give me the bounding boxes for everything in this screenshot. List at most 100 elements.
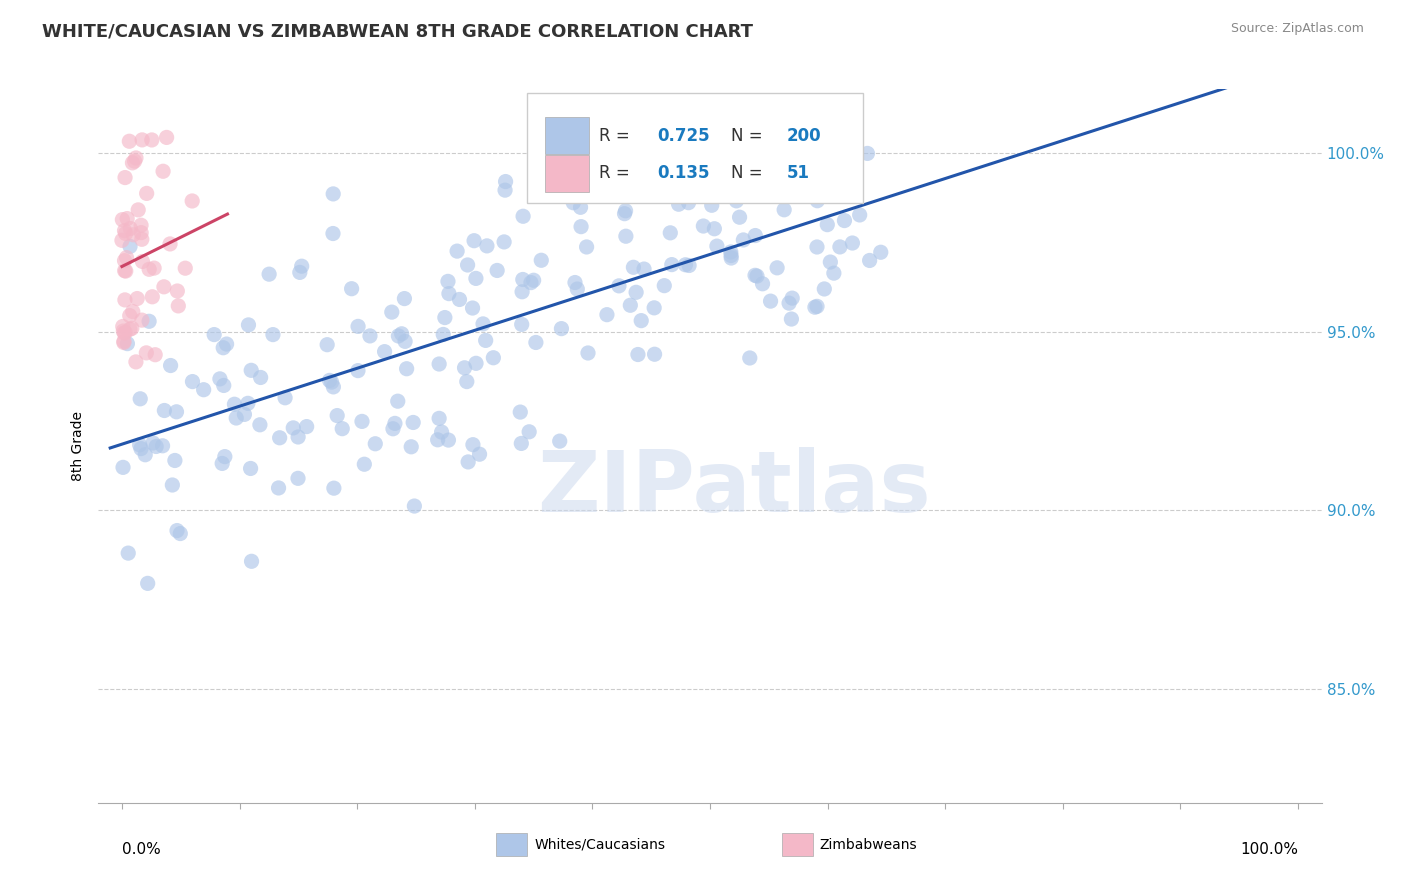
Point — [804, 300, 827, 314]
Point — [347, 319, 370, 334]
Point — [326, 409, 349, 423]
Point — [692, 219, 714, 233]
Text: 51: 51 — [787, 164, 810, 182]
Point — [127, 292, 149, 306]
Point — [457, 258, 479, 272]
Point — [347, 363, 370, 377]
Text: 0.135: 0.135 — [658, 164, 710, 182]
Point — [162, 478, 184, 492]
Point — [240, 363, 263, 377]
Point — [820, 255, 842, 269]
Point — [129, 442, 152, 456]
Point — [114, 326, 136, 340]
Point — [394, 292, 416, 306]
Point — [114, 293, 136, 307]
Point — [181, 194, 204, 208]
Point — [215, 337, 238, 351]
Point — [652, 278, 675, 293]
Point — [159, 359, 181, 373]
Point — [464, 271, 486, 285]
Point — [131, 254, 153, 268]
Point — [482, 351, 505, 365]
Point — [166, 524, 188, 538]
FancyBboxPatch shape — [546, 155, 589, 192]
Point — [114, 264, 136, 278]
FancyBboxPatch shape — [496, 833, 527, 856]
Point — [114, 263, 136, 277]
Point — [322, 186, 344, 201]
Point — [709, 178, 731, 192]
Point — [166, 405, 188, 419]
Point — [129, 219, 152, 233]
Point — [759, 294, 782, 309]
Point — [153, 280, 176, 294]
Point — [211, 457, 233, 471]
Point — [512, 209, 534, 223]
Point — [614, 229, 637, 244]
Text: ZIPatlas: ZIPatlas — [537, 447, 931, 531]
Point — [461, 438, 484, 452]
Point — [131, 232, 153, 246]
Point — [112, 324, 135, 338]
Point — [111, 212, 134, 227]
Point — [145, 440, 167, 454]
Point — [813, 282, 835, 296]
Point — [364, 436, 387, 450]
Point — [359, 329, 381, 343]
Point — [807, 153, 830, 168]
Point — [118, 309, 141, 323]
Point — [531, 172, 554, 186]
Point — [575, 240, 598, 254]
Point — [494, 183, 516, 197]
Point — [778, 296, 800, 310]
Point — [766, 260, 789, 275]
Point — [659, 226, 682, 240]
Point — [486, 263, 509, 277]
Point — [128, 438, 150, 452]
Point — [530, 253, 553, 268]
Point — [806, 299, 828, 313]
Point — [112, 326, 135, 340]
Point — [350, 414, 373, 428]
Point — [269, 431, 291, 445]
Point — [288, 265, 311, 279]
Point — [387, 329, 409, 343]
Point — [404, 499, 426, 513]
Point — [437, 274, 460, 288]
Point — [700, 198, 723, 212]
Point — [596, 308, 619, 322]
Point — [834, 213, 856, 227]
Point — [725, 194, 748, 208]
Point — [143, 348, 166, 362]
Text: R =: R = — [599, 164, 634, 182]
Point — [678, 195, 700, 210]
Point — [262, 327, 284, 342]
Point — [138, 262, 160, 277]
Text: Zimbabweans: Zimbabweans — [820, 838, 917, 852]
Point — [240, 554, 263, 568]
Point — [446, 244, 468, 259]
Point — [495, 175, 517, 189]
Point — [773, 202, 796, 217]
Text: Source: ZipAtlas.com: Source: ZipAtlas.com — [1230, 22, 1364, 36]
Point — [143, 261, 166, 276]
Point — [121, 156, 143, 170]
Point — [780, 312, 803, 326]
Point — [520, 276, 543, 290]
Point — [321, 375, 343, 389]
Point — [381, 422, 404, 436]
Point — [138, 314, 160, 328]
Point — [856, 146, 879, 161]
Point — [745, 269, 768, 284]
Point — [141, 290, 163, 304]
Point — [613, 207, 636, 221]
Point — [316, 337, 339, 351]
Point — [494, 235, 516, 249]
Point — [193, 383, 215, 397]
Point — [163, 453, 186, 467]
Point — [815, 218, 838, 232]
Point — [267, 481, 290, 495]
Point — [125, 355, 148, 369]
Point — [118, 322, 141, 336]
Point — [463, 234, 485, 248]
